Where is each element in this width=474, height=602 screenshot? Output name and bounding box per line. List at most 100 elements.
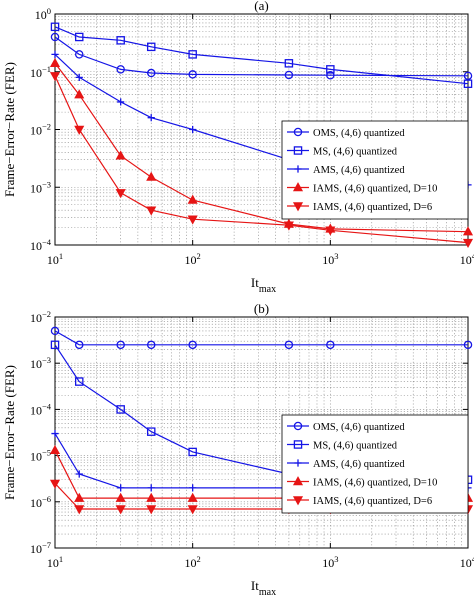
- data-point: [187, 215, 198, 225]
- chart-panel-a: 101 102 103 104 10−4 10−3 10−2 10−1 100 (a) Itmax F…: [2, 0, 474, 295]
- legend-item: AMS, (4,6) quantized: [287, 459, 405, 470]
- data-point: [146, 427, 156, 436]
- data-point: [326, 65, 335, 74]
- x-tick-label: 103: [322, 554, 338, 570]
- data-point: [147, 484, 155, 492]
- data-point: [326, 340, 335, 350]
- legend-marker: [292, 202, 304, 212]
- y-tick-label: 10−5: [30, 448, 51, 464]
- data-point: [188, 340, 197, 350]
- legend-box: [281, 414, 469, 514]
- y-tick-label: 10−2: [30, 309, 51, 325]
- legend-item: MS, (4,6) quantized: [287, 146, 398, 157]
- legend-item: AMS, (4,6) quantized: [287, 165, 405, 176]
- x-tick-label: 103: [322, 251, 338, 267]
- legend-label: IAMS, (4,6) quantized, D=10: [313, 477, 437, 488]
- legend-box: [281, 120, 469, 220]
- legend: OMS, (4,6) quantized MS, (4,6) quantized A…: [281, 414, 469, 514]
- x-tick-label: 102: [185, 554, 201, 570]
- data-point: [189, 484, 197, 492]
- legend-label: IAMS, (4,6) quantized, D=6: [313, 202, 432, 213]
- data-point: [74, 125, 85, 135]
- legend-marker: [294, 165, 302, 173]
- data-point: [187, 492, 198, 502]
- series-line: [54, 330, 468, 346]
- data-point: [74, 377, 84, 386]
- legend-label: OMS, (4,6) quantized: [313, 128, 405, 139]
- legend: OMS, (4,6) quantized MS, (4,6) quantized A…: [281, 120, 469, 220]
- data-point: [115, 505, 126, 515]
- x-tick-label: 102: [185, 251, 201, 267]
- legend-marker: [292, 476, 304, 486]
- data-point: [115, 150, 126, 160]
- legend-marker: [293, 127, 303, 137]
- data-point: [463, 79, 473, 88]
- legend-item: OMS, (4,6) quantized: [287, 421, 405, 433]
- legend-item: IAMS, (4,6) quantized, D=6: [287, 496, 432, 507]
- data-point: [116, 36, 125, 45]
- series-line: [54, 26, 469, 85]
- data-point: [283, 221, 294, 231]
- y-tick-label: 10−3: [30, 179, 51, 195]
- data-point: [74, 340, 84, 350]
- x-axis-title: Itmax: [251, 578, 276, 598]
- data-point: [187, 505, 198, 515]
- data-point: [49, 72, 61, 82]
- y-tick-label: 10−4: [30, 401, 52, 417]
- data-point: [116, 405, 125, 414]
- data-point: [116, 65, 125, 74]
- series-circle: [50, 32, 473, 81]
- legend-item: IAMS, (4,6) quantized, D=6: [287, 202, 432, 213]
- legend-marker: [293, 421, 303, 431]
- data-point: [74, 50, 84, 59]
- data-point: [50, 326, 60, 336]
- data-point: [284, 59, 294, 68]
- series-triangle-down: [49, 72, 474, 249]
- legend-label: IAMS, (4,6) quantized, D=10: [313, 183, 437, 194]
- y-tick-label: 10−1: [30, 64, 51, 80]
- data-point: [50, 32, 60, 42]
- y-tick-label: 10−6: [30, 494, 51, 510]
- data-point: [74, 492, 85, 502]
- y-tick-label: 10−3: [30, 355, 51, 371]
- legend-label: AMS, (4,6) quantized: [313, 165, 405, 176]
- y-tick-label: 10−2: [30, 122, 51, 138]
- data-point: [463, 71, 473, 81]
- data-point: [74, 89, 85, 99]
- y-axis-title: Frame−Error−Rate (FER): [2, 365, 17, 500]
- chart-panel-b: 101 102 103 104 10−7 10−6 10−5 10−4 10−3 10−2 (b) I…: [2, 301, 474, 598]
- legend-item: IAMS, (4,6) quantized, D=10: [287, 476, 437, 488]
- data-point: [284, 340, 294, 350]
- y-tick-label: 10−7: [30, 540, 51, 556]
- legend-marker: [294, 459, 302, 467]
- data-point: [49, 57, 61, 68]
- series-line: [54, 75, 469, 244]
- series-circle: [50, 326, 473, 350]
- x-tick-label: 104: [460, 554, 474, 570]
- data-point: [326, 70, 335, 80]
- legend-item: IAMS, (4,6) quantized, D=10: [287, 182, 437, 194]
- data-point: [462, 238, 474, 249]
- data-point: [325, 226, 336, 236]
- data-point: [146, 492, 157, 502]
- data-point: [74, 505, 85, 515]
- y-tick-label: 10−4: [30, 237, 52, 253]
- data-point: [117, 484, 125, 492]
- y-tick-label: 100: [35, 6, 51, 22]
- legend-label: IAMS, (4,6) quantized, D=6: [313, 496, 432, 507]
- data-point: [50, 22, 60, 32]
- data-point: [188, 447, 197, 457]
- data-point: [49, 479, 61, 489]
- data-point: [146, 505, 157, 515]
- data-point: [74, 32, 84, 42]
- series-line: [54, 62, 469, 233]
- x-tick-label: 101: [47, 251, 63, 267]
- legend-item: MS, (4,6) quantized: [287, 440, 398, 451]
- legend-item: OMS, (4,6) quantized: [287, 127, 405, 139]
- data-point: [49, 444, 61, 455]
- data-point: [117, 98, 125, 106]
- data-point: [75, 470, 83, 478]
- x-tick-label: 101: [47, 554, 63, 570]
- y-axis-title: Frame−Error−Rate (FER): [2, 62, 17, 197]
